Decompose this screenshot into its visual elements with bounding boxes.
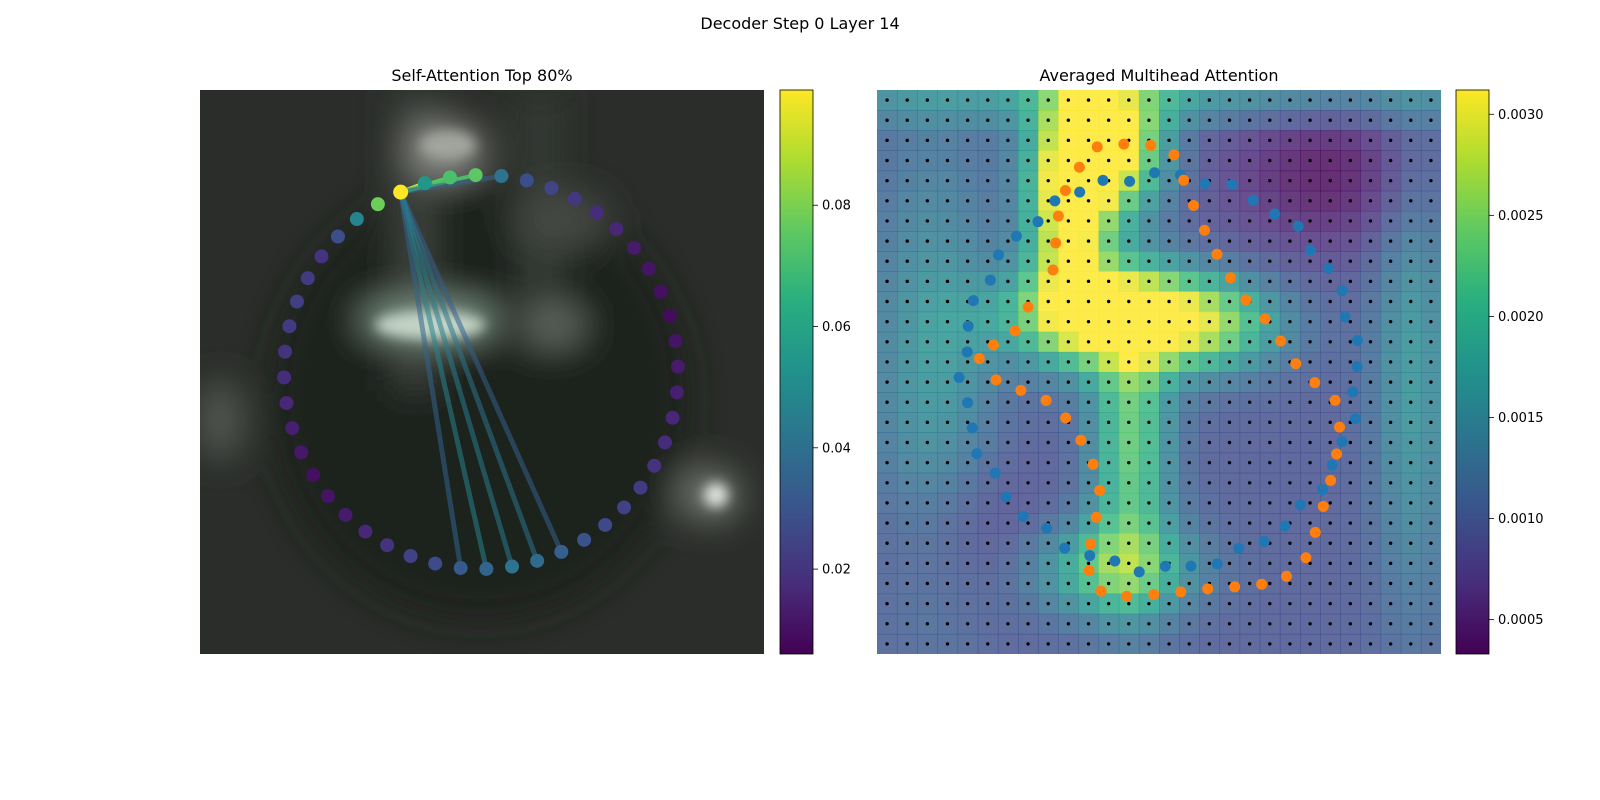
attention-point: [403, 548, 418, 563]
attention-link: [398, 189, 515, 570]
attention-link: [398, 189, 540, 564]
attention-point: [505, 559, 520, 574]
attention-point: [647, 458, 662, 473]
colorbar-tick-label: 0.08: [822, 199, 851, 214]
attention-point: [321, 489, 336, 504]
attention-point: [479, 561, 494, 576]
attention-point: [282, 319, 297, 334]
colorbar-tick-label: 0.04: [822, 441, 851, 456]
colorbar-tick-label: 0.0025: [1498, 209, 1544, 224]
attention-point: [393, 184, 409, 200]
attention-point: [300, 271, 315, 286]
attention-point: [670, 359, 685, 374]
attention-point: [669, 385, 684, 400]
attention-point: [657, 435, 672, 450]
attention-point: [617, 500, 632, 515]
attention-point: [544, 181, 559, 196]
attention-point: [370, 197, 385, 212]
attention-point: [428, 556, 443, 571]
attention-link: [398, 189, 489, 572]
attention-point: [468, 168, 483, 183]
attention-point: [577, 532, 592, 547]
attention-point: [567, 191, 582, 206]
attention-point: [633, 480, 648, 495]
figure-title: Decoder Step 0 Layer 14: [700, 14, 899, 33]
attention-point: [285, 421, 300, 436]
attention-link: [398, 189, 464, 571]
multihead-attention-title: Averaged Multihead Attention: [1040, 66, 1279, 85]
attention-point: [358, 524, 373, 539]
attention-link: [398, 189, 564, 555]
attention-point: [530, 553, 545, 568]
attention-links: [398, 173, 564, 572]
attention-point: [380, 538, 395, 553]
colorbar-tick-label: 0.06: [822, 320, 851, 335]
attention-point: [665, 410, 680, 425]
attention-point: [349, 212, 364, 227]
colorbar-tick-label: 0.0030: [1498, 108, 1544, 123]
attention-point: [306, 468, 321, 483]
attention-point: [609, 221, 624, 236]
orange-series-points: [973, 138, 1346, 602]
colorbar-tick-label: 0.0010: [1498, 512, 1544, 527]
attention-point: [314, 249, 329, 264]
colorbar-tick-label: 0.0015: [1498, 411, 1544, 426]
attention-point: [417, 176, 432, 191]
attention-point: [554, 544, 569, 559]
attention-point: [598, 517, 613, 532]
grid-dots: [885, 98, 1433, 646]
attention-point: [290, 294, 305, 309]
attention-point: [453, 560, 468, 575]
attention-point: [653, 284, 668, 299]
attention-point: [294, 445, 309, 460]
attention-point: [519, 173, 534, 188]
attention-points: [277, 168, 685, 576]
self-attention-panel: Self-Attention Top 80%: [200, 66, 851, 655]
attention-point: [277, 370, 292, 385]
colorbar-tick-label: 0.0005: [1498, 613, 1544, 628]
attention-point: [278, 344, 293, 359]
blue-series-points: [953, 167, 1363, 578]
attention-point: [668, 333, 683, 348]
multihead-attention-panel: Averaged Multihead Attention 0.0005 0.001…: [877, 66, 1544, 655]
attention-point: [494, 169, 509, 184]
attention-point: [442, 170, 457, 185]
attention-point: [662, 308, 677, 323]
attention-point: [338, 508, 353, 523]
colorbar-tick-label: 0.0020: [1498, 310, 1544, 325]
attention-point: [626, 240, 641, 255]
self-attention-title: Self-Attention Top 80%: [391, 66, 572, 85]
colorbar-tick-label: 0.02: [822, 563, 851, 578]
attention-point: [589, 205, 604, 220]
attention-point: [641, 261, 656, 276]
attention-point: [330, 229, 345, 244]
multihead-attention-colorbar: 0.0005 0.0010 0.0015 0.0020 0.0025 0.0030: [1455, 89, 1544, 655]
self-attention-colorbar: 0.02 0.04 0.06 0.08: [779, 89, 851, 655]
attention-point: [279, 396, 294, 411]
